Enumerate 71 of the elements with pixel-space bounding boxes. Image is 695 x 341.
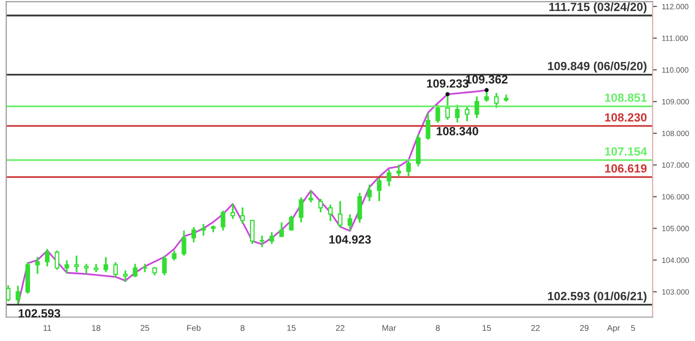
candlestick bbox=[132, 263, 138, 278]
candlestick bbox=[6, 284, 11, 302]
candlestick bbox=[464, 105, 470, 122]
candlestick bbox=[338, 200, 342, 229]
candlestick bbox=[484, 89, 489, 102]
annotation: 109.362 bbox=[466, 75, 508, 84]
candlestick bbox=[474, 96, 480, 119]
candlestick bbox=[172, 250, 176, 262]
candlestick bbox=[270, 231, 274, 245]
candlestick bbox=[328, 204, 333, 222]
annotation: 102.593 bbox=[18, 309, 60, 318]
candlestick bbox=[494, 92, 499, 109]
ref-line-label: 106.619 bbox=[605, 164, 647, 173]
candlestick bbox=[54, 250, 60, 270]
x-tick-label: 22 bbox=[531, 324, 540, 331]
candlestick bbox=[308, 190, 314, 204]
x-tick-label: 18 bbox=[92, 324, 100, 331]
candlestick bbox=[298, 196, 304, 224]
candlestick bbox=[386, 168, 392, 188]
candlestick bbox=[455, 104, 460, 124]
candlestick bbox=[348, 214, 352, 232]
candlestick bbox=[230, 203, 236, 220]
candlestick bbox=[260, 234, 264, 248]
candlestick bbox=[318, 198, 323, 214]
x-tick-label: 29 bbox=[580, 324, 588, 331]
candlestick bbox=[240, 206, 245, 225]
x-tick-label: 15 bbox=[287, 325, 296, 331]
x-tick-label: 8 bbox=[436, 324, 440, 331]
candlestick bbox=[220, 210, 226, 232]
candlestick bbox=[201, 223, 206, 236]
x-tick-label: Mar bbox=[382, 325, 396, 331]
candlestick bbox=[123, 270, 128, 283]
x-tick-label: Apr bbox=[607, 325, 620, 333]
candlestick bbox=[84, 263, 89, 275]
candlestick bbox=[289, 214, 294, 232]
x-tick-label: Feb bbox=[187, 324, 201, 331]
ref-line-label: 109.849 (06/05/20) bbox=[548, 62, 646, 73]
candlestick bbox=[357, 192, 362, 224]
x-tick-label: 11 bbox=[44, 325, 52, 331]
candlestick bbox=[376, 175, 382, 202]
candlestick bbox=[74, 254, 79, 273]
candlestick bbox=[367, 184, 372, 202]
x-tick-label: 5 bbox=[631, 325, 636, 331]
candlestick bbox=[104, 256, 108, 273]
ref-line-label: 111.715 (03/24/20) bbox=[549, 2, 646, 14]
candlestick bbox=[435, 104, 440, 124]
candlestick bbox=[35, 256, 40, 275]
ref-line-label: 102.593 (01/06/21) bbox=[548, 292, 646, 303]
annotation: 108.340 bbox=[436, 126, 478, 136]
candlestick bbox=[426, 112, 430, 140]
x-tick-label: 25 bbox=[140, 324, 150, 331]
ref-line-label: 107.154 bbox=[605, 147, 647, 156]
annotation: 109.233 bbox=[426, 79, 468, 88]
candlestick bbox=[182, 230, 186, 256]
candlestick bbox=[64, 260, 70, 275]
candlestick bbox=[406, 158, 411, 177]
x-tick-label: 15 bbox=[482, 325, 491, 331]
x-tick-label: 22 bbox=[336, 324, 344, 331]
candlestick bbox=[191, 226, 196, 244]
ref-line-label: 108.230 bbox=[605, 113, 647, 122]
candlestick bbox=[162, 254, 167, 276]
candlestick bbox=[445, 93, 450, 120]
candlestick bbox=[113, 261, 118, 278]
candlestick bbox=[279, 222, 284, 238]
candlestick bbox=[44, 248, 50, 268]
candlestick bbox=[16, 284, 20, 306]
x-tick-label: 8 bbox=[240, 324, 244, 331]
annotation: 104.923 bbox=[329, 235, 371, 244]
ref-line-label: 108.851 bbox=[605, 94, 647, 102]
candlestick bbox=[250, 220, 255, 245]
candlestick bbox=[396, 164, 402, 177]
